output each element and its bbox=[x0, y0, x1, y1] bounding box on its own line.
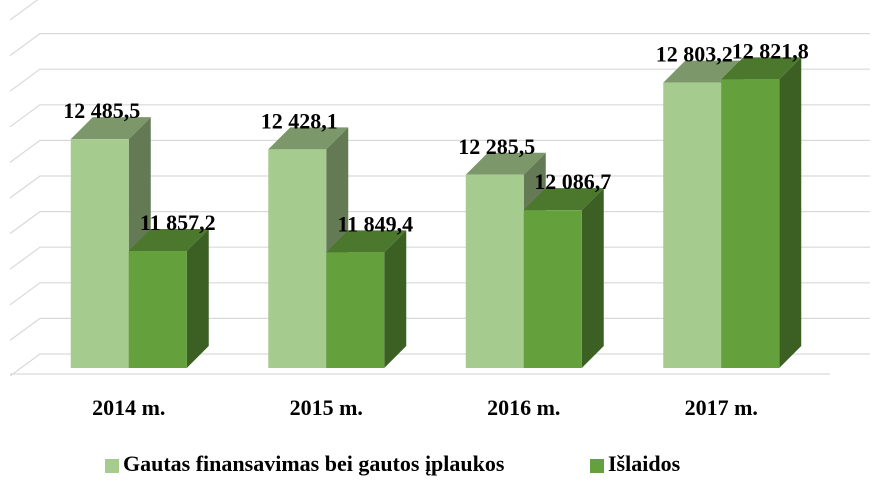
bar bbox=[523, 188, 604, 368]
data-label: 12 821,8 bbox=[732, 38, 809, 63]
grid-line bbox=[9, 0, 39, 21]
legend-swatch bbox=[590, 459, 604, 473]
x-tick-label: 2015 m. bbox=[290, 395, 363, 420]
bar-side bbox=[384, 230, 407, 368]
legend-label: Gautas finansavimas bei gautos įplaukos bbox=[123, 451, 505, 476]
grid-line bbox=[9, 175, 870, 199]
data-label: 12 285,5 bbox=[458, 134, 535, 159]
bar-side bbox=[581, 188, 604, 368]
bar-top bbox=[70, 117, 151, 140]
data-label: 11 857,2 bbox=[140, 210, 216, 235]
grid-line bbox=[9, 32, 870, 57]
grid-line bbox=[9, 139, 870, 163]
x-tick-label: 2016 m. bbox=[487, 395, 560, 420]
data-label: 12 803,2 bbox=[656, 42, 733, 67]
x-tick-label: 2014 m. bbox=[92, 395, 165, 420]
grid-line bbox=[9, 68, 870, 92]
bar-front bbox=[663, 82, 722, 368]
bar-front bbox=[128, 251, 187, 368]
bar-top bbox=[721, 57, 802, 80]
bar-top bbox=[523, 188, 604, 211]
bar-top bbox=[465, 152, 546, 175]
bar-top bbox=[268, 127, 349, 150]
data-label: 12 086,7 bbox=[534, 169, 611, 194]
bar-side bbox=[779, 57, 802, 368]
x-tick-label: 2017 m. bbox=[685, 395, 758, 420]
data-label: 12 485,5 bbox=[63, 98, 140, 123]
bar-top bbox=[128, 229, 209, 252]
legend-label: Išlaidos bbox=[608, 451, 681, 476]
bar-front bbox=[721, 79, 780, 368]
bar-front bbox=[70, 139, 129, 368]
legend-swatch bbox=[105, 459, 119, 473]
data-label: 12 428,1 bbox=[261, 108, 338, 133]
bar-top bbox=[663, 60, 744, 83]
grid-line bbox=[9, 104, 870, 128]
bar-front bbox=[326, 252, 385, 368]
bar-front bbox=[465, 174, 524, 368]
bar bbox=[721, 57, 802, 368]
bar-side bbox=[186, 229, 209, 368]
bar bbox=[128, 229, 209, 368]
bar bbox=[326, 230, 407, 368]
data-label: 11 849,4 bbox=[337, 211, 413, 236]
bar-top bbox=[326, 230, 407, 253]
bar-front bbox=[523, 210, 582, 368]
bar-front bbox=[268, 149, 327, 368]
